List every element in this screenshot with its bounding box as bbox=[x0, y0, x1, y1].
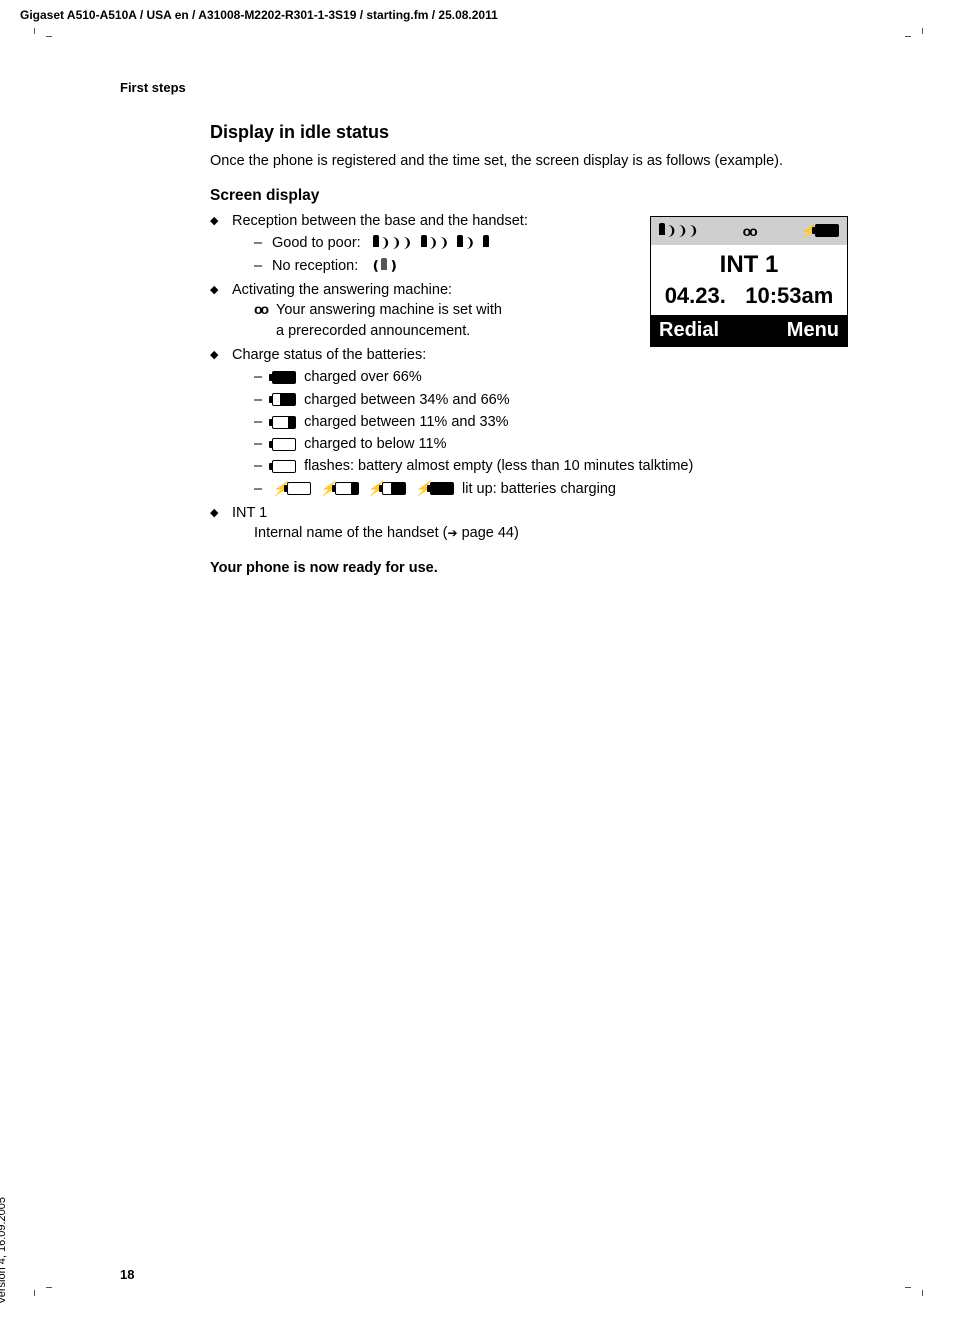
crop-mark bbox=[922, 1290, 923, 1296]
charge-flashes: flashes: battery almost empty (less than… bbox=[254, 456, 870, 476]
charge-34-66-label: charged between 34% and 66% bbox=[304, 392, 510, 408]
charge-label: Charge status of the batteries: bbox=[232, 347, 426, 363]
battery-empty-flash-icon bbox=[272, 460, 296, 473]
section-label: First steps bbox=[120, 80, 186, 95]
crop-mark bbox=[34, 28, 35, 34]
body-content: Display in idle status Once the phone is… bbox=[210, 120, 870, 592]
voicemail-icon: oo bbox=[254, 300, 267, 320]
version-text: Version 4, 16.09.2005 bbox=[0, 1197, 8, 1304]
int1-desc-page: page 44) bbox=[462, 525, 519, 541]
charge-11-33-label: charged between 11% and 33% bbox=[304, 414, 509, 430]
charge-below-11-label: charged to below 11% bbox=[304, 436, 446, 452]
charge-34-66: charged between 34% and 66% bbox=[254, 390, 870, 410]
intro-text: Once the phone is registered and the tim… bbox=[210, 151, 870, 171]
document-header-path: Gigaset A510-A510A / USA en / A31008-M22… bbox=[20, 8, 498, 22]
charge-charging: ⚡ ⚡ ⚡ ⚡ lit up: batteries charging bbox=[254, 479, 870, 499]
page-number: 18 bbox=[120, 1267, 134, 1282]
crop-mark bbox=[905, 1287, 911, 1288]
battery-charging-33-icon: ⚡ bbox=[320, 481, 359, 497]
int1-desc-prefix: Internal name of the handset ( bbox=[254, 525, 447, 541]
bullet-charge-status: Charge status of the batteries: charged … bbox=[210, 345, 870, 499]
charge-below-11: charged to below 11% bbox=[254, 434, 870, 454]
battery-charging-0-icon: ⚡ bbox=[272, 481, 311, 497]
bullet-int1: INT 1 Internal name of the handset (➔ pa… bbox=[210, 503, 870, 544]
reception-label: Reception between the base and the hands… bbox=[232, 213, 528, 229]
subheading-screen-display: Screen display bbox=[210, 185, 870, 207]
lit-up-label: lit up: batteries charging bbox=[462, 481, 616, 497]
battery-low-icon bbox=[272, 438, 296, 451]
reception-good-to-poor: Good to poor: ❩❩❩ ❩❩ ❩ bbox=[254, 233, 652, 253]
crop-mark bbox=[46, 36, 52, 37]
crop-mark bbox=[46, 1287, 52, 1288]
flashes-label: flashes: battery almost empty (less than… bbox=[304, 458, 693, 474]
no-signal-icon: ❪❫ bbox=[370, 258, 399, 273]
bullet-list: Reception between the base and the hands… bbox=[210, 211, 870, 543]
bullet-reception: Reception between the base and the hands… bbox=[210, 211, 870, 276]
int1-label: INT 1 bbox=[232, 505, 267, 521]
charge-66: charged over 66% bbox=[254, 367, 870, 387]
page-title: Display in idle status bbox=[210, 120, 870, 145]
no-reception-label: No reception: bbox=[272, 258, 358, 274]
am-text-line2: a prerecorded announcement. bbox=[276, 323, 470, 339]
crop-mark bbox=[34, 1290, 35, 1296]
signal-3-icon: ❩❩ bbox=[421, 235, 450, 251]
good-to-poor-label: Good to poor: bbox=[272, 235, 361, 251]
battery-charging-100-icon: ⚡ bbox=[415, 481, 454, 497]
reception-none: No reception: ❪❫ bbox=[254, 256, 652, 276]
arrow-icon: ➔ bbox=[447, 526, 457, 540]
crop-mark bbox=[905, 36, 911, 37]
signal-2-icon: ❩ bbox=[457, 235, 475, 251]
battery-full-icon bbox=[272, 371, 296, 384]
ready-text: Your phone is now ready for use. bbox=[210, 558, 870, 578]
crop-mark bbox=[922, 28, 923, 34]
battery-charging-66-icon: ⚡ bbox=[367, 481, 406, 497]
am-text-line1: Your answering machine is set with bbox=[276, 302, 502, 318]
charge-66-label: charged over 66% bbox=[304, 369, 422, 385]
battery-33-icon bbox=[272, 416, 296, 429]
signal-1-icon bbox=[483, 235, 490, 251]
battery-66-icon bbox=[272, 393, 296, 406]
activating-am-label: Activating the answering machine: bbox=[232, 282, 452, 298]
charge-11-33: charged between 11% and 33% bbox=[254, 412, 870, 432]
bullet-answering-machine: Activating the answering machine: oo You… bbox=[210, 280, 870, 341]
signal-4-icon: ❩❩❩ bbox=[373, 235, 413, 251]
